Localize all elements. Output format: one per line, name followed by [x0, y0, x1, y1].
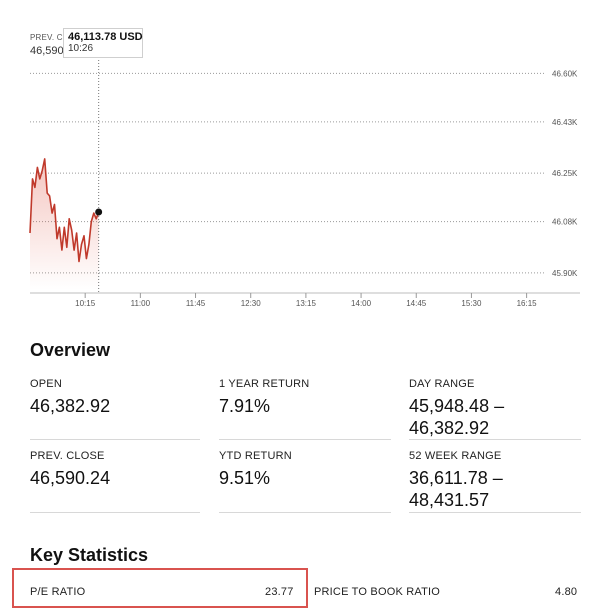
x-tick-label: 11:00	[131, 299, 151, 308]
stat-open: OPEN 46,382.92	[30, 378, 200, 417]
stat-divider	[30, 439, 200, 440]
hover-point	[95, 208, 103, 216]
price-to-book-value: 4.80	[555, 586, 578, 598]
key-statistics-title: Key Statistics	[30, 545, 149, 565]
price-chart-svg[interactable]: 46.60K 46.43K 46.25K 46.08K 45.90K 10:15 11:00…	[0, 0, 600, 320]
y-tick-label: 46.60K	[552, 69, 578, 78]
x-tick-label: 16:15	[517, 299, 538, 308]
pe-ratio-value: 23.77	[265, 586, 294, 598]
chart-area	[30, 158, 99, 290]
stat-value: 45,948.48 – 46,382.92	[409, 396, 505, 438]
stat-label: YTD RETURN	[219, 450, 292, 462]
stat-divider	[30, 512, 200, 513]
hover-tooltip: 46,113.78 USD 10:26	[63, 28, 143, 58]
prev-close-tooltip-label: PREV. C	[30, 33, 63, 42]
stat-ytd-return: YTD RETURN 9.51%	[219, 450, 389, 489]
stat-value: 46,590.24	[30, 468, 111, 488]
prev-close-tooltip-value: 46,590	[30, 45, 64, 57]
chart-hover	[95, 30, 103, 293]
stat-divider	[409, 439, 581, 440]
stat-52-week-range: 52 WEEK RANGE 36,611.78 – 48,431.57	[409, 450, 579, 511]
stat-label: 1 YEAR RETURN	[219, 378, 310, 390]
stat-divider	[409, 512, 581, 513]
price-area	[30, 158, 99, 290]
stat-day-range: DAY RANGE 45,948.48 – 46,382.92	[409, 378, 579, 439]
stat-value: 9.51%	[219, 468, 271, 488]
stat-divider	[219, 512, 391, 513]
pe-ratio-label: P/E RATIO	[30, 586, 86, 598]
chart-axes: 46.60K 46.43K 46.25K 46.08K 45.90K 10:15 11:00…	[30, 69, 580, 308]
hover-time: 10:26	[68, 43, 94, 54]
price-to-book-label: PRICE TO BOOK RATIO	[314, 586, 441, 598]
x-tick-label: 12:30	[241, 299, 262, 308]
y-tick-label: 45.90K	[552, 269, 578, 278]
y-tick-label: 46.08K	[552, 218, 578, 227]
stat-value: 7.91%	[219, 396, 271, 416]
x-tick-label: 14:00	[351, 299, 372, 308]
stat-value: 36,611.78 – 48,431.57	[409, 468, 503, 510]
stat-label: PREV. CLOSE	[30, 450, 105, 462]
overview-title: Overview	[30, 340, 111, 360]
chart-grid	[30, 72, 545, 274]
x-tick-label: 15:30	[461, 299, 482, 308]
x-tick-label: 10:15	[75, 299, 96, 308]
y-tick-label: 46.25K	[552, 169, 578, 178]
x-tick-label: 14:45	[406, 299, 427, 308]
stat-prev-close: PREV. CLOSE 46,590.24	[30, 450, 200, 489]
x-tick-label: 13:15	[296, 299, 317, 308]
hover-price: 46,113.78 USD	[68, 31, 143, 43]
stat-label: 52 WEEK RANGE	[409, 450, 502, 462]
y-tick-label: 46.43K	[552, 118, 578, 127]
price-line	[29, 158, 100, 263]
stat-divider	[219, 439, 391, 440]
stat-1-year-return: 1 YEAR RETURN 7.91%	[219, 378, 389, 417]
stat-label: OPEN	[30, 378, 62, 390]
price-chart[interactable]: 46.60K 46.43K 46.25K 46.08K 45.90K 10:15 11:00…	[0, 0, 600, 320]
x-tick-label: 11:45	[186, 299, 206, 308]
chart-line	[29, 158, 100, 263]
stat-label: DAY RANGE	[409, 378, 475, 390]
stat-value: 46,382.92	[30, 396, 111, 416]
